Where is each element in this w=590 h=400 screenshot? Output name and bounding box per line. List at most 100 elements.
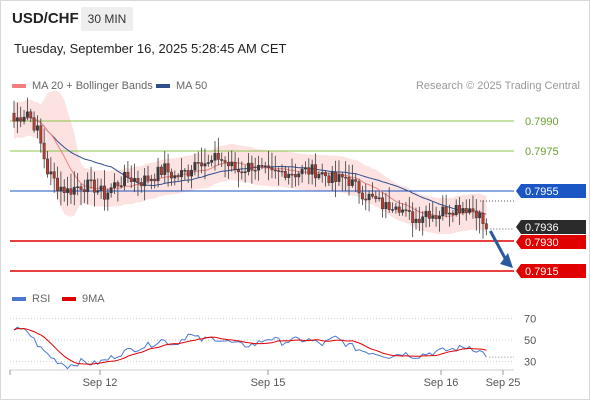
candle-body bbox=[89, 179, 93, 182]
candle-body bbox=[327, 175, 331, 183]
rsi-line bbox=[13, 326, 487, 370]
candle-body bbox=[337, 174, 341, 182]
candle-body bbox=[173, 175, 177, 179]
candle-body bbox=[320, 172, 324, 175]
candle-body bbox=[226, 162, 230, 167]
candle-body bbox=[314, 164, 317, 179]
candle-body bbox=[484, 223, 488, 230]
ma9-swatch bbox=[62, 297, 76, 301]
candle-body bbox=[374, 195, 378, 200]
candle-body bbox=[96, 190, 100, 193]
credit-text: Research © 2025 Trading Central bbox=[415, 80, 580, 92]
candle-body bbox=[46, 158, 49, 175]
candle-body bbox=[156, 166, 160, 182]
candle-body bbox=[404, 209, 408, 212]
candle-body bbox=[237, 169, 240, 173]
candle-body bbox=[76, 186, 80, 188]
candle-body bbox=[113, 182, 116, 188]
candle-body bbox=[163, 163, 167, 175]
x-tick-label: Sep 16 bbox=[424, 377, 459, 389]
ma50-swatch bbox=[156, 84, 170, 88]
candle-body bbox=[139, 182, 143, 187]
candle-body bbox=[354, 179, 358, 182]
candle-body bbox=[72, 186, 76, 195]
candle-body bbox=[32, 117, 36, 131]
candle-body bbox=[25, 111, 29, 118]
candle-body bbox=[273, 169, 277, 172]
level-label-resistance-2: 0.7990 bbox=[525, 116, 559, 128]
level-tag-support-2 bbox=[516, 264, 586, 278]
legend-ma20: MA 20 + Bollinger Bands bbox=[12, 80, 153, 92]
level-label-pivot: 0.7955 bbox=[525, 186, 559, 198]
candle-body bbox=[304, 167, 307, 170]
candle-body bbox=[401, 209, 405, 213]
candle-body bbox=[300, 168, 304, 175]
candle-body bbox=[243, 171, 247, 174]
candle-body bbox=[220, 159, 224, 161]
candle-body bbox=[324, 172, 328, 177]
candle-body bbox=[454, 205, 458, 215]
candle-body bbox=[267, 165, 271, 168]
candle-body bbox=[397, 206, 401, 213]
ma20-line bbox=[13, 117, 487, 217]
timeframe-button[interactable]: 30 MIN bbox=[81, 7, 133, 31]
legend-ma20-label: MA 20 + Bollinger Bands bbox=[32, 80, 153, 92]
candle-body bbox=[190, 169, 194, 177]
candle-body bbox=[417, 218, 421, 223]
candle-body bbox=[464, 208, 468, 213]
candle-body bbox=[183, 170, 187, 172]
candle-body bbox=[448, 212, 451, 215]
candle-body bbox=[277, 170, 281, 172]
candle-body bbox=[427, 210, 431, 219]
legend-ma50-label: MA 50 bbox=[176, 80, 208, 92]
candle-body bbox=[136, 178, 140, 183]
candle-body bbox=[42, 142, 46, 160]
candle-body bbox=[344, 176, 348, 179]
candle-body bbox=[360, 192, 364, 200]
candle-body bbox=[451, 212, 455, 215]
timestamp: Tuesday, September 16, 2025 5:28:45 AM C… bbox=[14, 41, 287, 56]
legend-9ma-label: 9MA bbox=[82, 293, 105, 305]
candle-body bbox=[39, 125, 43, 144]
candle-body bbox=[260, 165, 264, 167]
candle-body bbox=[49, 171, 53, 175]
candle-body bbox=[143, 175, 147, 187]
level-label-last-price: 0.7936 bbox=[525, 222, 559, 234]
ma50-line bbox=[13, 117, 487, 215]
candle-body bbox=[129, 177, 133, 182]
candle-body bbox=[86, 179, 90, 193]
candle-body bbox=[62, 186, 66, 193]
candle-body bbox=[200, 162, 204, 167]
candle-body bbox=[330, 171, 334, 183]
candle-body bbox=[377, 197, 381, 200]
candle-body bbox=[92, 179, 96, 193]
candle-body bbox=[69, 188, 73, 195]
candle-body bbox=[350, 179, 354, 186]
candle-body bbox=[210, 160, 214, 163]
candle-body bbox=[180, 170, 183, 178]
rsi-ma-line bbox=[13, 327, 487, 365]
candle-body bbox=[371, 193, 374, 197]
level-tag-pivot bbox=[516, 184, 586, 198]
candle-body bbox=[253, 169, 257, 172]
candle-body bbox=[29, 111, 33, 118]
candle-body bbox=[458, 205, 462, 214]
candle-body bbox=[263, 165, 267, 168]
candle-body bbox=[153, 178, 157, 182]
legend-rsi: RSI bbox=[12, 293, 50, 305]
candle-body bbox=[103, 185, 106, 200]
candle-body bbox=[438, 215, 441, 220]
candle-body bbox=[216, 153, 220, 160]
legend-ma50: MA 50 bbox=[156, 80, 207, 92]
candle-body bbox=[203, 163, 207, 167]
candle-body bbox=[287, 173, 291, 178]
candle-body bbox=[233, 162, 237, 170]
candle-body bbox=[421, 216, 425, 223]
candle-body bbox=[79, 186, 83, 190]
level-label-support-2: 0.7915 bbox=[525, 266, 559, 278]
candle-body bbox=[471, 208, 475, 212]
candle-body bbox=[116, 182, 120, 187]
candle-body bbox=[12, 112, 16, 122]
x-tick-label: Sep 25 bbox=[486, 377, 521, 389]
